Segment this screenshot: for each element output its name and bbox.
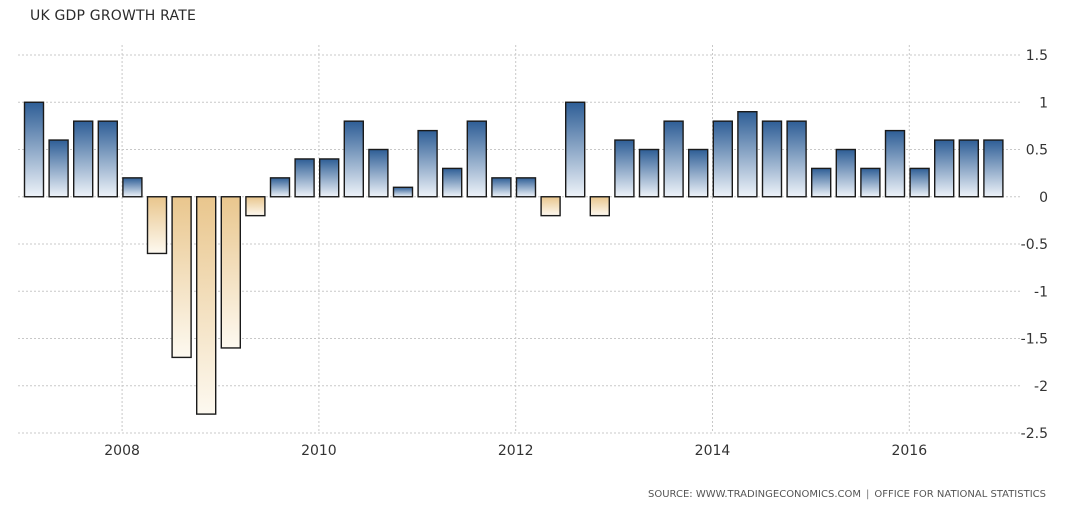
bar-2013-Q2	[638, 148, 660, 198]
source-note: SOURCE: WWW.TRADINGECONOMICS.COM | OFFICE …	[648, 489, 1046, 500]
y-tick-label: -2	[1034, 379, 1048, 395]
bar-2016-Q4	[983, 139, 1004, 198]
x-tick-label: 2014	[695, 443, 731, 459]
bar-2010-Q1	[319, 158, 340, 198]
y-axis: 1.5 1 0.5 0 -0.5 -1 -1.5 -2 -2.5	[1021, 48, 1048, 442]
bar-2015-Q4	[884, 129, 906, 198]
source-website: SOURCE: WWW.TRADINGECONOMICS.COM	[647, 489, 861, 500]
bar-2009-Q2	[245, 196, 266, 217]
bar-2012-Q2	[540, 196, 561, 217]
y-tick-label: 0.5	[1026, 143, 1048, 159]
bar-2015-Q1	[811, 167, 832, 198]
bar-2015-Q3	[860, 167, 881, 198]
bar-2014-Q3	[761, 120, 783, 198]
x-tick-label: 2016	[891, 443, 927, 459]
bar-2007-Q2	[48, 139, 69, 198]
bar-2014-Q1	[712, 120, 733, 198]
bar-2016-Q2	[934, 139, 955, 198]
y-tick-label: -0.5	[1021, 237, 1048, 253]
bar-2012-Q3	[565, 101, 586, 198]
x-tick-label: 2012	[498, 443, 534, 459]
bar-2008-Q4	[195, 196, 217, 415]
bar-layer	[23, 101, 1004, 415]
bar-2013-Q3	[663, 120, 684, 198]
bar-2015-Q2	[835, 148, 856, 198]
bar-2010-Q3	[368, 148, 389, 198]
bar-2008-Q1	[122, 177, 143, 198]
bar-2013-Q1	[614, 139, 635, 198]
bar-2012-Q1	[515, 177, 537, 198]
bar-2011-Q4	[491, 177, 512, 198]
bar-2016-Q1	[909, 167, 930, 198]
bar-2009-Q3	[269, 177, 291, 198]
y-tick-label: -1.5	[1021, 332, 1048, 348]
gdp-growth-bar-chart: 1.5 1 0.5 0 -0.5 -1 -1.5 -2 -2.5 2008 2010 2012 201…	[18, 45, 1048, 459]
y-tick-label: -1	[1034, 284, 1048, 300]
bar-2011-Q3	[466, 120, 487, 198]
bar-2008-Q2	[146, 196, 168, 255]
bar-2007-Q1	[23, 101, 45, 198]
source-separator: |	[865, 489, 870, 500]
y-tick-label: 1	[1039, 95, 1048, 111]
bar-2007-Q4	[97, 120, 119, 198]
bar-2007-Q3	[72, 120, 94, 198]
bar-2016-Q3	[958, 139, 979, 198]
y-tick-label: -2.5	[1021, 426, 1048, 442]
source-office: OFFICE FOR NATIONAL STATISTICS	[874, 489, 1046, 500]
bar-2011-Q2	[442, 167, 463, 198]
y-tick-label: 0	[1039, 190, 1048, 206]
bar-2011-Q1	[417, 129, 438, 198]
bar-2013-Q4	[688, 148, 709, 198]
bar-2010-Q4	[392, 186, 414, 198]
grid-layer	[18, 45, 1022, 434]
bar-2014-Q4	[786, 120, 807, 198]
x-axis: 2008 2010 2012 2014 2016	[104, 443, 927, 459]
y-tick-label: 1.5	[1026, 48, 1048, 64]
chart-title: UK GDP GROWTH RATE	[30, 8, 197, 24]
bar-2010-Q2	[343, 120, 364, 198]
x-tick-label: 2008	[104, 443, 140, 459]
bar-2008-Q3	[171, 196, 192, 359]
x-tick-label: 2010	[301, 443, 337, 459]
bar-2012-Q4	[589, 196, 610, 217]
bar-2014-Q2	[737, 110, 758, 198]
bar-2009-Q4	[294, 158, 315, 198]
bar-2009-Q1	[220, 196, 242, 349]
